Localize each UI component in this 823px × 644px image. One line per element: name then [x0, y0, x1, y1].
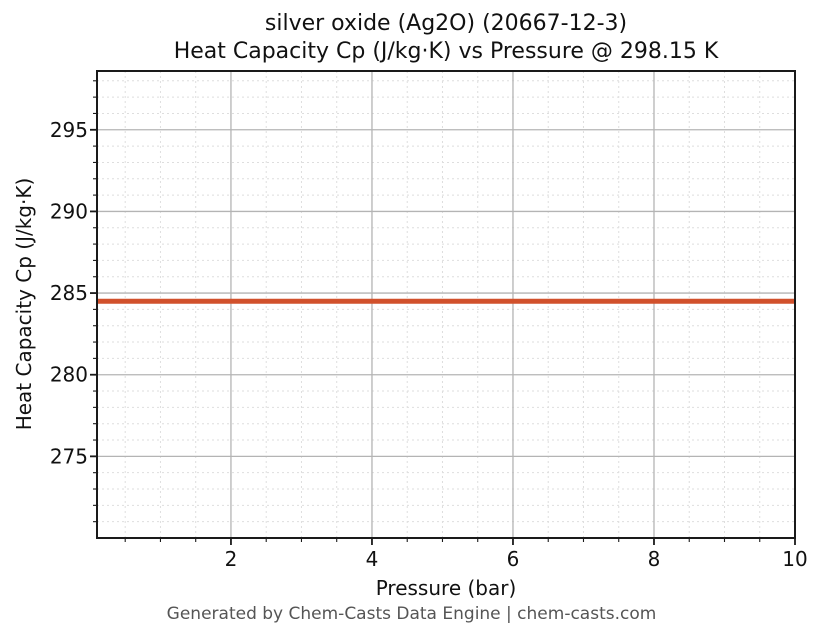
x-tick-label: 2	[225, 547, 238, 571]
x-tick-label: 6	[507, 547, 520, 571]
x-tick-label: 8	[648, 547, 661, 571]
x-tick-label: 10	[782, 547, 807, 571]
y-tick-label: 285	[50, 281, 88, 305]
y-tick-label: 280	[50, 363, 88, 387]
chart-title-line1: silver oxide (Ag2O) (20667-12-3)	[264, 11, 628, 36]
plot-border	[96, 70, 796, 539]
x-axis-label: Pressure (bar)	[375, 576, 517, 600]
footer-attribution: Generated by Chem-Casts Data Engine | ch…	[166, 604, 657, 624]
chart-title-line2: Heat Capacity Cp (J/kg·K) vs Pressure @ …	[173, 39, 719, 64]
chart-title: silver oxide (Ag2O) (20667-12-3) Heat Ca…	[97, 10, 795, 66]
x-tick-label: 4	[366, 547, 379, 571]
y-axis-label: Heat Capacity Cp (J/kg·K)	[12, 177, 36, 431]
y-tick-label: 295	[50, 118, 88, 142]
y-tick-label: 290	[50, 199, 88, 223]
y-tick-label: 275	[50, 444, 88, 468]
